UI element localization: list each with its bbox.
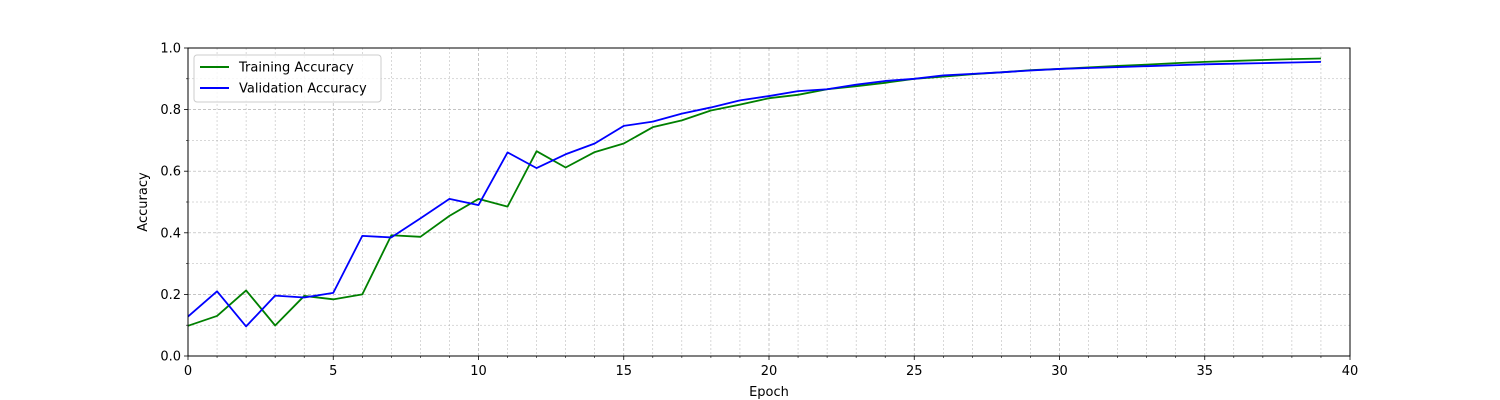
legend-label-validation: Validation Accuracy bbox=[239, 82, 367, 97]
series-layer bbox=[187, 57, 1321, 328]
y-tick-label: 0.8 bbox=[160, 103, 181, 118]
x-tick-label: 10 bbox=[470, 364, 487, 379]
y-tick-label: 0.2 bbox=[160, 288, 181, 303]
legend-label-training: Training Accuracy bbox=[238, 61, 354, 76]
y-tick-label: 0.0 bbox=[160, 350, 181, 365]
validation-accuracy-line bbox=[187, 60, 1321, 328]
x-tick-label: 0 bbox=[184, 364, 192, 379]
y-tick-label: 1.0 bbox=[160, 42, 181, 57]
x-tick-label: 5 bbox=[329, 364, 337, 379]
y-tick-label: 0.4 bbox=[160, 226, 181, 241]
x-tick-label: 15 bbox=[615, 364, 632, 379]
ticks-layer: 0 5 10 15 20 25 30 35 40 0.0 0.2 0.4 0.6 0.8 1.0 bbox=[160, 42, 1358, 380]
legend-box bbox=[193, 54, 382, 103]
x-tick-label: 30 bbox=[1051, 364, 1068, 379]
x-tick-label: 35 bbox=[1196, 364, 1213, 379]
x-axis-title: Epoch bbox=[749, 385, 789, 400]
x-tick-label: 40 bbox=[1342, 364, 1359, 379]
y-axis-title: Accuracy bbox=[136, 172, 151, 232]
x-tick-label: 20 bbox=[761, 364, 778, 379]
y-tick-label: 0.6 bbox=[160, 165, 181, 180]
training-accuracy-line bbox=[187, 57, 1321, 327]
x-tick-label: 25 bbox=[906, 364, 923, 379]
legend: Training Accuracy Validation Accuracy bbox=[193, 54, 382, 103]
